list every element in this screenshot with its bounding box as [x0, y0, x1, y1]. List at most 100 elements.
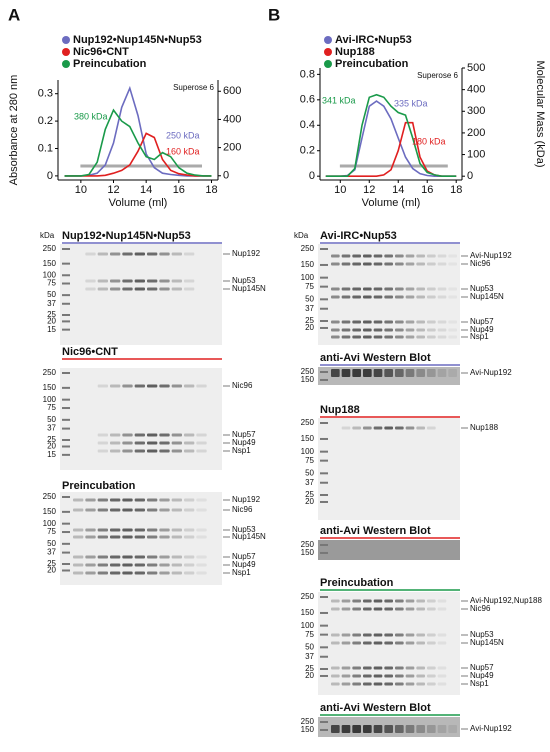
gel-title: Nup188	[320, 404, 360, 416]
gel-band	[405, 607, 415, 611]
gel-band	[363, 607, 372, 611]
gel-band	[331, 295, 340, 299]
gel-band	[331, 320, 340, 324]
gel-band	[384, 369, 393, 377]
band-label: Nup145N	[470, 638, 504, 647]
gel-band	[159, 384, 170, 388]
band-label: Nup57	[470, 663, 494, 672]
band-label: Nsp1	[470, 332, 489, 341]
gel-band	[159, 508, 170, 512]
gel-band	[97, 571, 108, 575]
gel-band	[85, 563, 96, 567]
y-tick-label: 0.2	[38, 115, 53, 127]
gel-band	[373, 287, 383, 291]
gel-band	[196, 449, 207, 453]
gel-band	[341, 262, 351, 266]
marker-band	[320, 326, 328, 329]
marker-band	[62, 407, 70, 410]
gel-band	[352, 320, 361, 324]
marker-label: 75	[47, 527, 56, 536]
marker-label: 15	[47, 325, 56, 334]
gel-band	[363, 254, 372, 258]
gel-band	[134, 498, 145, 502]
gel-band	[437, 633, 447, 637]
marker-label: 250	[301, 592, 315, 601]
marker-band	[320, 624, 328, 627]
marker-label: 150	[43, 507, 57, 516]
gel-band	[373, 262, 383, 266]
marker-label: 50	[47, 290, 56, 299]
gel-band	[122, 287, 133, 291]
marker-label: 250	[301, 717, 315, 726]
gel-band	[73, 555, 84, 559]
band-label: Nup53	[232, 525, 256, 534]
marker-label: 37	[47, 548, 56, 557]
gel-band	[427, 328, 436, 332]
band-label: Nic96	[232, 505, 253, 514]
gel-band	[134, 287, 145, 291]
gel-band	[363, 725, 372, 733]
marker-label: 25	[47, 310, 56, 319]
gel-band	[405, 682, 415, 686]
gel-band	[331, 682, 340, 686]
gel-band	[427, 674, 436, 678]
gel-band	[97, 498, 108, 502]
marker-band	[62, 302, 70, 305]
marker-label: 20	[305, 497, 314, 506]
gel-image	[318, 418, 460, 520]
marker-band	[62, 531, 70, 534]
gel-band	[147, 449, 158, 453]
y2-tick-label: 300	[467, 105, 485, 117]
y-tick-label: 0.1	[38, 142, 53, 154]
gel-image	[318, 540, 460, 560]
x-tick-label: 14	[392, 184, 404, 196]
marker-label: 250	[43, 492, 57, 501]
gel-band	[352, 426, 361, 430]
gel-band	[405, 254, 415, 258]
gel-band	[405, 725, 415, 733]
gel-band	[395, 666, 404, 670]
gel-band	[110, 535, 121, 539]
gel-band	[373, 682, 383, 686]
legend-marker	[324, 36, 332, 44]
series-line	[64, 108, 212, 177]
gel-band	[437, 262, 447, 266]
gel-band	[341, 328, 351, 332]
marker-label: 150	[43, 259, 57, 268]
gel-band	[437, 674, 447, 678]
gel-band	[427, 254, 436, 258]
gel-band	[363, 674, 372, 678]
gel-band	[196, 571, 207, 575]
gel-band	[122, 252, 133, 256]
gel-band	[384, 287, 393, 291]
x-tick-label: 14	[140, 184, 152, 196]
gel-band	[196, 433, 207, 437]
gel-band	[341, 295, 351, 299]
gel-band	[171, 441, 182, 445]
gel-band	[373, 607, 383, 611]
gel-band	[110, 252, 121, 256]
gel-band	[73, 508, 84, 512]
gel-band	[384, 666, 393, 670]
gel-band	[405, 320, 415, 324]
gel-band	[384, 335, 393, 339]
marker-band	[320, 422, 328, 424]
gel-band	[134, 441, 145, 445]
marker-label: 150	[301, 434, 315, 443]
marker-band	[320, 611, 328, 614]
gel-band	[405, 641, 415, 645]
marker-band	[62, 563, 70, 565]
gel-band	[171, 555, 182, 559]
marker-band	[320, 378, 328, 381]
y2-tick-label: 200	[467, 127, 485, 139]
gel-band	[395, 607, 404, 611]
gel-band	[110, 384, 121, 388]
band-label: Nup53	[470, 284, 494, 293]
gel-band	[395, 633, 404, 637]
gel-band	[384, 607, 393, 611]
gel-title: anti-Avi Western Blot	[320, 702, 431, 714]
gel-band	[73, 535, 84, 539]
y2-tick-label: 500	[467, 62, 485, 74]
band-label: Nup49	[470, 325, 494, 334]
